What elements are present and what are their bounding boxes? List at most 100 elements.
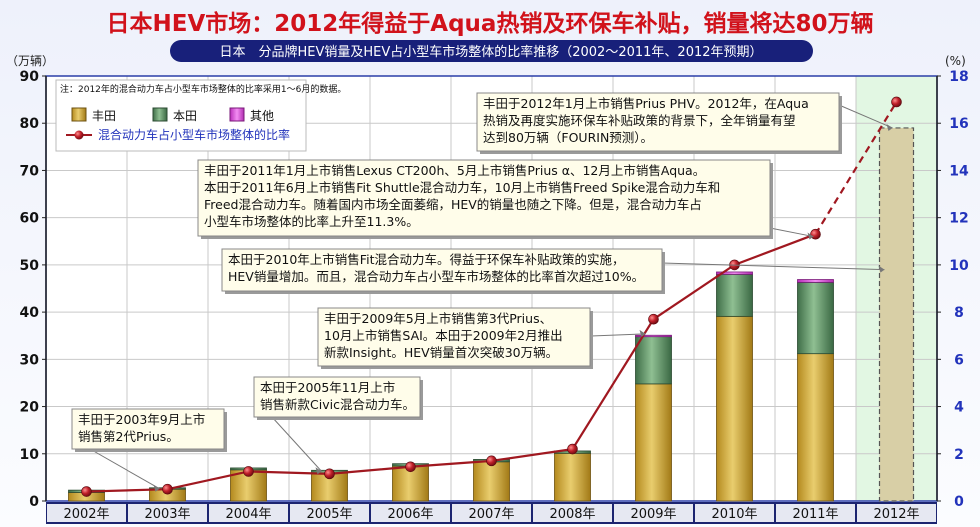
ratio-point bbox=[486, 455, 497, 467]
legend-swatch bbox=[71, 107, 87, 122]
left-axis-tick-label: 20 bbox=[20, 400, 40, 416]
x-category-cell bbox=[776, 504, 855, 522]
callout-box bbox=[476, 92, 840, 152]
callout-leader bbox=[838, 104, 893, 129]
left-axis-tick-label: 10 bbox=[20, 447, 40, 463]
bar-丰田 bbox=[554, 452, 591, 502]
page-title: 日本HEV市场：2012年得益于Aqua热销及环保车补贴，销量将达80万辆 bbox=[107, 10, 874, 37]
x-axis-tick-label: 2012年 bbox=[873, 507, 919, 522]
callout-box bbox=[71, 408, 225, 450]
ratio-point bbox=[891, 96, 902, 108]
callout-arrowhead bbox=[886, 123, 893, 131]
ratio-line bbox=[86, 233, 816, 493]
x-axis-tick-label: 2002年 bbox=[63, 507, 109, 522]
right-axis-tick-label: 12 bbox=[949, 211, 968, 227]
ratio-point bbox=[405, 461, 416, 473]
left-axis-tick-label: 30 bbox=[20, 352, 40, 368]
x-category-cell bbox=[533, 504, 612, 522]
callout-text: 本田于2005年11月上市 bbox=[260, 380, 395, 395]
right-axis-tick-label: 10 bbox=[949, 258, 969, 274]
right-axis-tick-label: 4 bbox=[954, 400, 964, 416]
bar-丰田 bbox=[473, 461, 510, 502]
legend-label: 混合动力车占小型车市场整体的比率 bbox=[98, 127, 290, 142]
callout-arrowhead bbox=[153, 484, 160, 492]
legend-label: 其他 bbox=[250, 109, 274, 123]
x-axis-tick-label: 2006年 bbox=[387, 507, 433, 522]
left-axis-tick-label: 90 bbox=[20, 69, 40, 85]
left-axis-tick-label: 40 bbox=[20, 305, 40, 321]
x-axis-tick-label: 2004年 bbox=[225, 507, 271, 522]
subtitle-bar bbox=[170, 40, 813, 62]
callout-text: 丰田于2009年5月上市销售第3代Prius、 bbox=[324, 311, 552, 326]
callout-text: 销售新款Civic混合动力车。 bbox=[260, 397, 415, 412]
left-axis-tick-label: 50 bbox=[20, 258, 40, 274]
subtitle: 日本 分品牌HEV销量及HEV占小型车市场整体的比率推移（2002～2011年、… bbox=[219, 44, 762, 60]
x-axis-tick-label: 2005年 bbox=[306, 507, 352, 522]
bar-丰田 bbox=[797, 353, 834, 502]
left-axis-tick-label: 60 bbox=[20, 211, 40, 227]
x-axis-tick-label: 2011年 bbox=[792, 507, 838, 522]
x-axis-tick-label: 2010年 bbox=[711, 507, 757, 522]
ratio-point bbox=[810, 228, 821, 240]
callout-box bbox=[253, 376, 421, 418]
x-category-cell bbox=[47, 504, 126, 522]
ratio-point bbox=[162, 483, 173, 495]
callout-text: HEV销量增加。而且，混合动力车占小型车市场整体的比率首次超过10%。 bbox=[228, 269, 644, 284]
bar-其他 bbox=[716, 271, 753, 275]
bar-本田 bbox=[716, 273, 753, 317]
legend-swatch bbox=[229, 107, 245, 122]
bar-本田 bbox=[797, 281, 834, 355]
left-axis-tick-label: 70 bbox=[20, 163, 40, 179]
callout-arrowhead bbox=[878, 265, 885, 273]
callout-leader bbox=[89, 448, 160, 490]
plot-area: 0 10 20 30 40 50 60 70 80 90 0 2 4 6 8 10 12 14 16 18 2002年 2… bbox=[20, 69, 969, 524]
callout-arrowhead bbox=[807, 232, 814, 240]
left-axis-unit: （万辆） bbox=[6, 54, 54, 68]
callout-text: 小型车市场整体的比率上升至11.3%。 bbox=[204, 214, 419, 229]
x-category-cell bbox=[614, 504, 693, 522]
x-category-cell bbox=[695, 504, 774, 522]
callout-arrowhead bbox=[315, 467, 322, 475]
legend-label: 本田 bbox=[173, 109, 197, 123]
right-axis-tick-label: 18 bbox=[949, 69, 968, 85]
right-axis-tick-label: 16 bbox=[949, 116, 968, 132]
x-axis-tick-label: 2007年 bbox=[468, 507, 514, 522]
callout-text: 丰田于2011年1月上市销售Lexus CT200h、5月上市销售Prius α… bbox=[204, 163, 705, 178]
bar-其他 bbox=[635, 334, 672, 338]
callout-text: 丰田于2003年9月上市 bbox=[78, 412, 205, 427]
callout-text: 丰田于2012年1月上市销售Prius PHV。2012年，在Aqua bbox=[483, 96, 809, 111]
callout-text: 热销及再度实施环保车补贴政策的背景下，全年销量有望 bbox=[483, 113, 796, 128]
left-axis-tick-label: 80 bbox=[20, 116, 40, 132]
right-axis-tick-label: 14 bbox=[949, 163, 969, 179]
x-category-cell bbox=[857, 504, 936, 522]
callout-leader bbox=[769, 227, 814, 238]
ratio-point bbox=[567, 443, 578, 455]
x-category-cell bbox=[371, 504, 450, 522]
x-axis-tick-label: 2008年 bbox=[549, 507, 595, 522]
callout-text: 新款Insight。HEV销量首次突破30万辆。 bbox=[324, 345, 558, 360]
callout-box bbox=[221, 248, 663, 292]
ratio-point bbox=[243, 466, 254, 477]
callout-text: Freed混合动力车。随着国内市场全面萎缩，HEV的销量也随之下降。但是，混合动… bbox=[204, 197, 702, 212]
right-axis-tick-label: 0 bbox=[954, 494, 964, 510]
right-axis-tick-label: 6 bbox=[954, 352, 964, 368]
x-axis-tick-label: 2003年 bbox=[144, 507, 190, 522]
ratio-point bbox=[648, 313, 659, 325]
bar-本田 bbox=[635, 336, 672, 385]
legend-box bbox=[55, 79, 307, 152]
x-axis-tick-label: 2009年 bbox=[630, 507, 676, 522]
right-axis-tick-label: 8 bbox=[954, 305, 964, 321]
bar-丰田 bbox=[635, 383, 672, 502]
callout-box bbox=[317, 307, 591, 367]
ratio-point bbox=[324, 468, 335, 480]
left-axis-tick-label: 0 bbox=[29, 494, 39, 510]
bar-丰田 bbox=[878, 127, 915, 502]
x-category-cell bbox=[452, 504, 531, 522]
callout-text: 本田于2010年上市销售Fit混合动力车。得益于环保车补贴政策的实施， bbox=[228, 252, 624, 267]
x-category-cell bbox=[290, 504, 369, 522]
x-category-cell bbox=[128, 504, 207, 522]
legend-line-marker bbox=[74, 130, 84, 140]
callout-text: 10月上市销售SAI。本田于2009年2月推出 bbox=[324, 328, 563, 343]
chart-note: 注：2012年的混合动力车占小型车市场整体的比率采用1～6月的数据。 bbox=[60, 83, 346, 95]
